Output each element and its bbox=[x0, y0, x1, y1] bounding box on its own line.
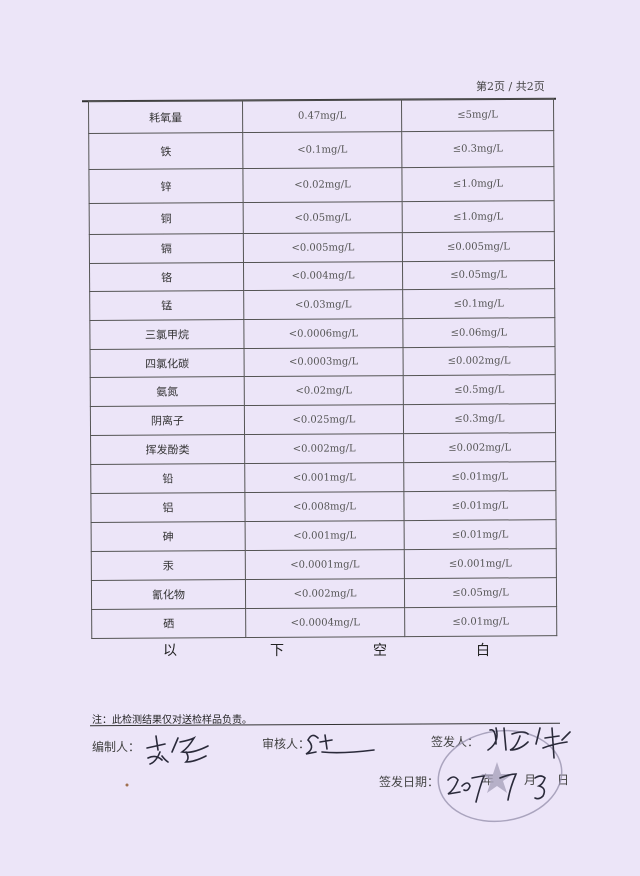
official-stamp bbox=[437, 729, 563, 823]
ink-speck bbox=[125, 783, 129, 787]
blank-char: 下 bbox=[270, 643, 284, 659]
blank-char: 白 bbox=[476, 643, 490, 659]
blank-char: 空 bbox=[373, 643, 387, 659]
issuer-label: 签发人： bbox=[431, 735, 480, 749]
month-suffix: 月 bbox=[524, 773, 537, 787]
page-indicator: 第2页 / 共2页 bbox=[476, 80, 545, 93]
reviewer-label: 审核人： bbox=[262, 737, 311, 751]
disclaimer-note: 注：此检测结果仅对送检样品负责。 bbox=[92, 715, 252, 726]
issue-date-label: 签发日期： bbox=[379, 775, 440, 789]
handwritten-signatures bbox=[146, 727, 571, 803]
compiler-label: 编制人： bbox=[92, 740, 141, 754]
blank-char: 以 bbox=[163, 643, 177, 659]
